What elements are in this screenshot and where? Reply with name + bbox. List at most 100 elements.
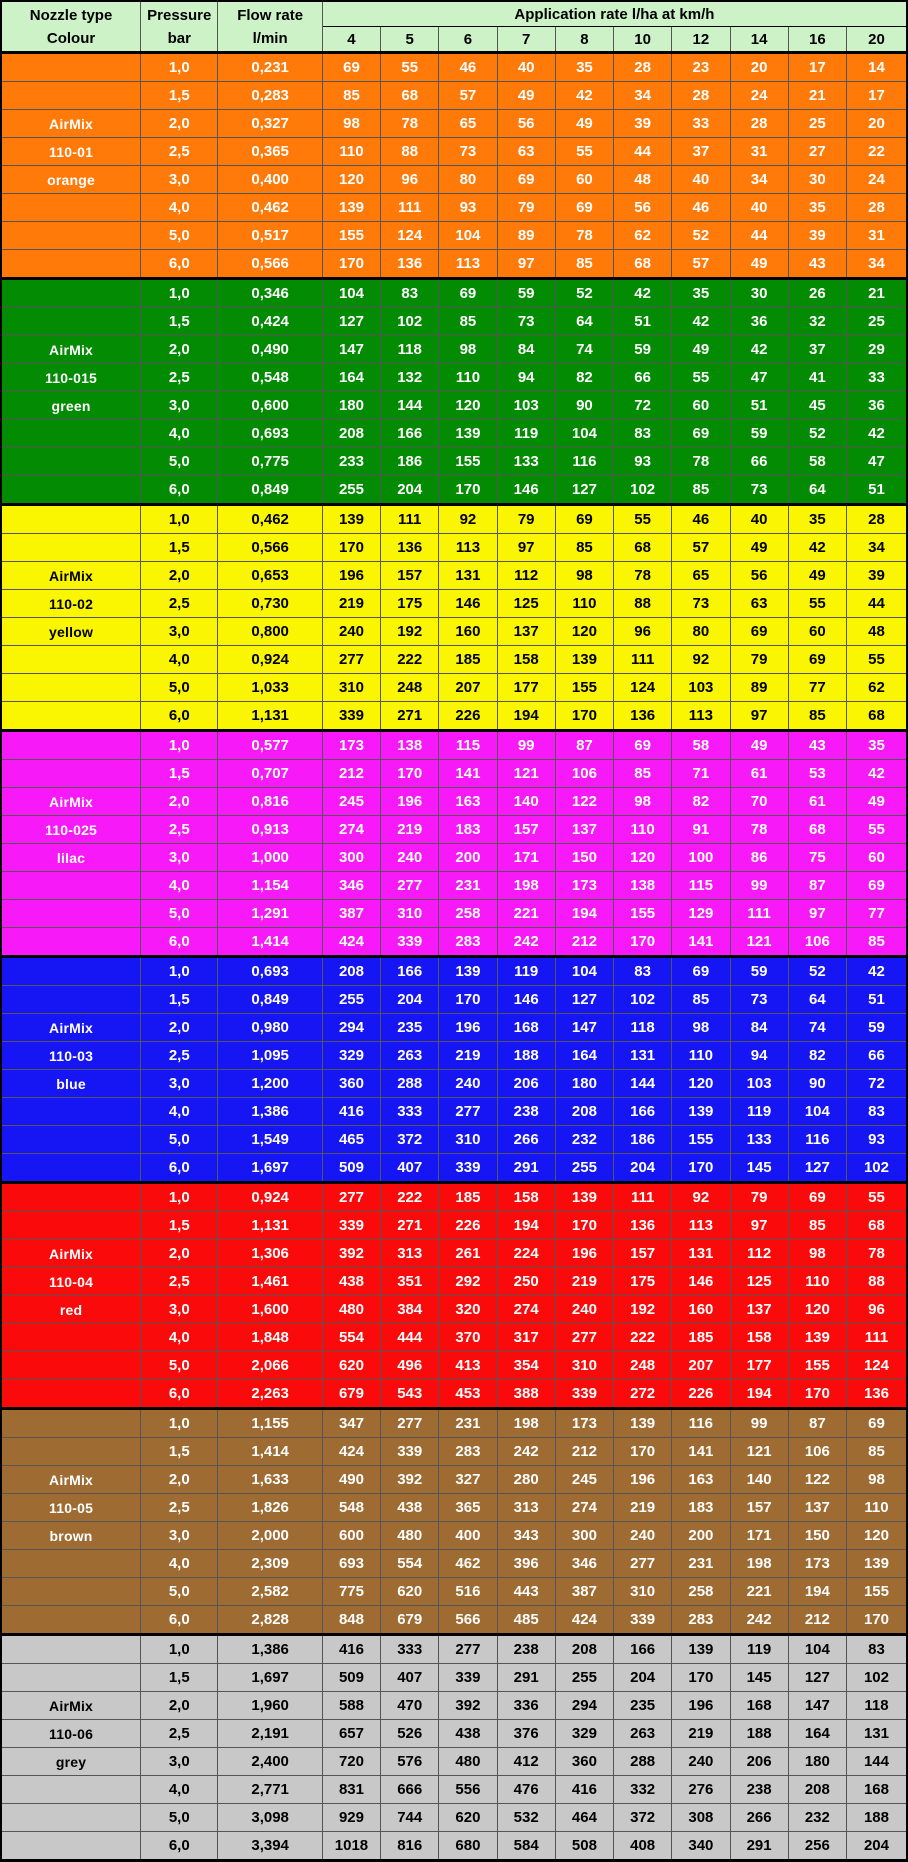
application-rate-value-12kmh: 146 <box>671 1267 731 1296</box>
application-rate-value-4kmh: 339 <box>321 1211 382 1240</box>
application-rate-value-20kmh: 102 <box>845 1663 908 1692</box>
application-rate-value-8kmh: 104 <box>554 955 615 986</box>
application-rate-value-14kmh: 103 <box>729 1069 789 1098</box>
application-rate-value-16kmh: 256 <box>787 1831 847 1862</box>
nozzle-label-spacer <box>0 1097 142 1126</box>
application-rate-value-20kmh: 36 <box>845 391 908 420</box>
nozzle-label-green-line2: 110-015 <box>0 363 142 392</box>
application-rate-value-8kmh: 74 <box>554 335 615 364</box>
nozzle-label-spacer <box>0 1549 142 1578</box>
application-rate-value-5kmh: 313 <box>380 1239 440 1268</box>
pressure-value: 3,0 <box>140 1521 219 1550</box>
application-rate-value-5kmh: 310 <box>380 899 440 928</box>
application-rate-value-4kmh: 657 <box>321 1719 382 1748</box>
application-rate-value-7kmh: 266 <box>496 1125 556 1154</box>
application-rate-value-16kmh: 104 <box>787 1633 847 1664</box>
application-rate-value-20kmh: 47 <box>845 447 908 476</box>
table-row: 4,0 2,309 693 554 462 396 346 277 231 198 173 139 <box>0 1549 908 1578</box>
application-rate-value-7kmh: 125 <box>496 589 556 618</box>
application-rate-value-7kmh: 476 <box>496 1775 556 1804</box>
application-rate-value-4kmh: 180 <box>321 391 382 420</box>
application-rate-value-7kmh: 146 <box>496 475 556 506</box>
nozzle-label-spacer <box>0 1125 142 1154</box>
application-rate-value-20kmh: 77 <box>845 899 908 928</box>
application-rate-value-5kmh: 192 <box>380 617 440 646</box>
flow-rate-value: 0,462 <box>217 503 323 534</box>
flow-rate-value: 0,365 <box>217 137 323 166</box>
pressure-value: 4,0 <box>140 1775 219 1804</box>
flow-rate-value: 1,291 <box>217 899 323 928</box>
application-rate-value-5kmh: 136 <box>380 249 440 280</box>
application-rate-value-8kmh: 212 <box>554 927 615 958</box>
nozzle-label-spacer <box>0 701 142 732</box>
application-rate-value-5kmh: 679 <box>380 1605 440 1636</box>
application-rate-value-4kmh: 693 <box>321 1549 382 1578</box>
application-rate-value-8kmh: 339 <box>554 1379 615 1410</box>
header-flow-rate: Flow rate l/min <box>217 0 323 53</box>
table-row: 4,0 1,154 346 277 231 198 173 138 115 99 87 69 <box>0 871 908 900</box>
application-rate-value-5kmh: 554 <box>380 1549 440 1578</box>
table-row: AirMix 2,0 1,633 490 392 327 280 245 196 163 140 12… <box>0 1465 908 1494</box>
nozzle-label-spacer <box>0 51 142 82</box>
application-rate-value-4kmh: 277 <box>321 1181 382 1212</box>
table-row: AirMix 2,0 1,960 588 470 392 336 294 235 196 168 14… <box>0 1691 908 1720</box>
pressure-value: 4,0 <box>140 645 219 674</box>
application-rate-value-16kmh: 25 <box>787 109 847 138</box>
application-rate-value-5kmh: 132 <box>380 363 440 392</box>
application-rate-value-14kmh: 89 <box>729 673 789 702</box>
flow-rate-value: 1,033 <box>217 673 323 702</box>
nozzle-label-spacer <box>0 1803 142 1832</box>
application-rate-value-7kmh: 238 <box>496 1633 556 1664</box>
application-rate-value-7kmh: 280 <box>496 1465 556 1494</box>
table-row: 6,0 0,849 255 204 170 146 127 102 85 73 64 51 <box>0 475 908 506</box>
application-rate-value-7kmh: 97 <box>496 249 556 280</box>
flow-rate-value: 0,490 <box>217 335 323 364</box>
flow-rate-value: 0,924 <box>217 645 323 674</box>
application-rate-value-10kmh: 136 <box>613 1211 673 1240</box>
application-rate-value-4kmh: 164 <box>321 363 382 392</box>
application-rate-value-4kmh: 929 <box>321 1803 382 1832</box>
header-speed-20: 20 <box>845 26 908 54</box>
table-row: 5,0 2,582 775 620 516 443 387 310 258 221 194 155 <box>0 1577 908 1606</box>
application-rate-value-20kmh: 35 <box>845 729 908 760</box>
pressure-value: 4,0 <box>140 871 219 900</box>
application-rate-value-12kmh: 46 <box>671 503 731 534</box>
application-rate-value-7kmh: 485 <box>496 1605 556 1636</box>
application-rate-value-6kmh: 226 <box>438 1211 498 1240</box>
application-rate-value-7kmh: 121 <box>496 759 556 788</box>
application-rate-value-16kmh: 52 <box>787 419 847 448</box>
table-row: 110-06 2,5 2,191 657 526 438 376 329 263 219 188 16… <box>0 1719 908 1748</box>
application-rate-value-7kmh: 412 <box>496 1747 556 1776</box>
pressure-value: 4,0 <box>140 1097 219 1126</box>
nozzle-label-orange-line2: 110-01 <box>0 137 142 166</box>
table-row: 110-05 2,5 1,826 548 438 365 313 274 219 183 157 13… <box>0 1493 908 1522</box>
nozzle-label-spacer <box>0 1323 142 1352</box>
pressure-value: 1,5 <box>140 985 219 1014</box>
application-rate-value-8kmh: 85 <box>554 533 615 562</box>
application-rate-value-20kmh: 131 <box>845 1719 908 1748</box>
application-rate-value-6kmh: 160 <box>438 617 498 646</box>
application-rate-value-5kmh: 526 <box>380 1719 440 1748</box>
application-rate-value-16kmh: 85 <box>787 701 847 732</box>
pressure-value: 5,0 <box>140 1803 219 1832</box>
application-rate-value-12kmh: 98 <box>671 1013 731 1042</box>
application-rate-value-10kmh: 68 <box>613 249 673 280</box>
pressure-value: 3,0 <box>140 617 219 646</box>
application-rate-value-8kmh: 294 <box>554 1691 615 1720</box>
application-rate-value-6kmh: 196 <box>438 1013 498 1042</box>
application-rate-value-12kmh: 231 <box>671 1549 731 1578</box>
nozzle-label-red-line2: 110-04 <box>0 1267 142 1296</box>
application-rate-value-4kmh: 509 <box>321 1153 382 1184</box>
table-row: 1,5 1,414 424 339 283 242 212 170 141 121 106 85 <box>0 1437 908 1466</box>
application-rate-value-12kmh: 65 <box>671 561 731 590</box>
application-rate-value-8kmh: 464 <box>554 1803 615 1832</box>
pressure-value: 1,0 <box>140 503 219 534</box>
flow-rate-value: 1,386 <box>217 1633 323 1664</box>
application-rate-value-16kmh: 120 <box>787 1295 847 1324</box>
application-rate-value-6kmh: 57 <box>438 81 498 110</box>
application-rate-value-4kmh: 255 <box>321 475 382 506</box>
flow-rate-value: 2,828 <box>217 1605 323 1636</box>
pressure-value: 5,0 <box>140 899 219 928</box>
application-rate-value-4kmh: 775 <box>321 1577 382 1606</box>
flow-rate-value: 0,577 <box>217 729 323 760</box>
